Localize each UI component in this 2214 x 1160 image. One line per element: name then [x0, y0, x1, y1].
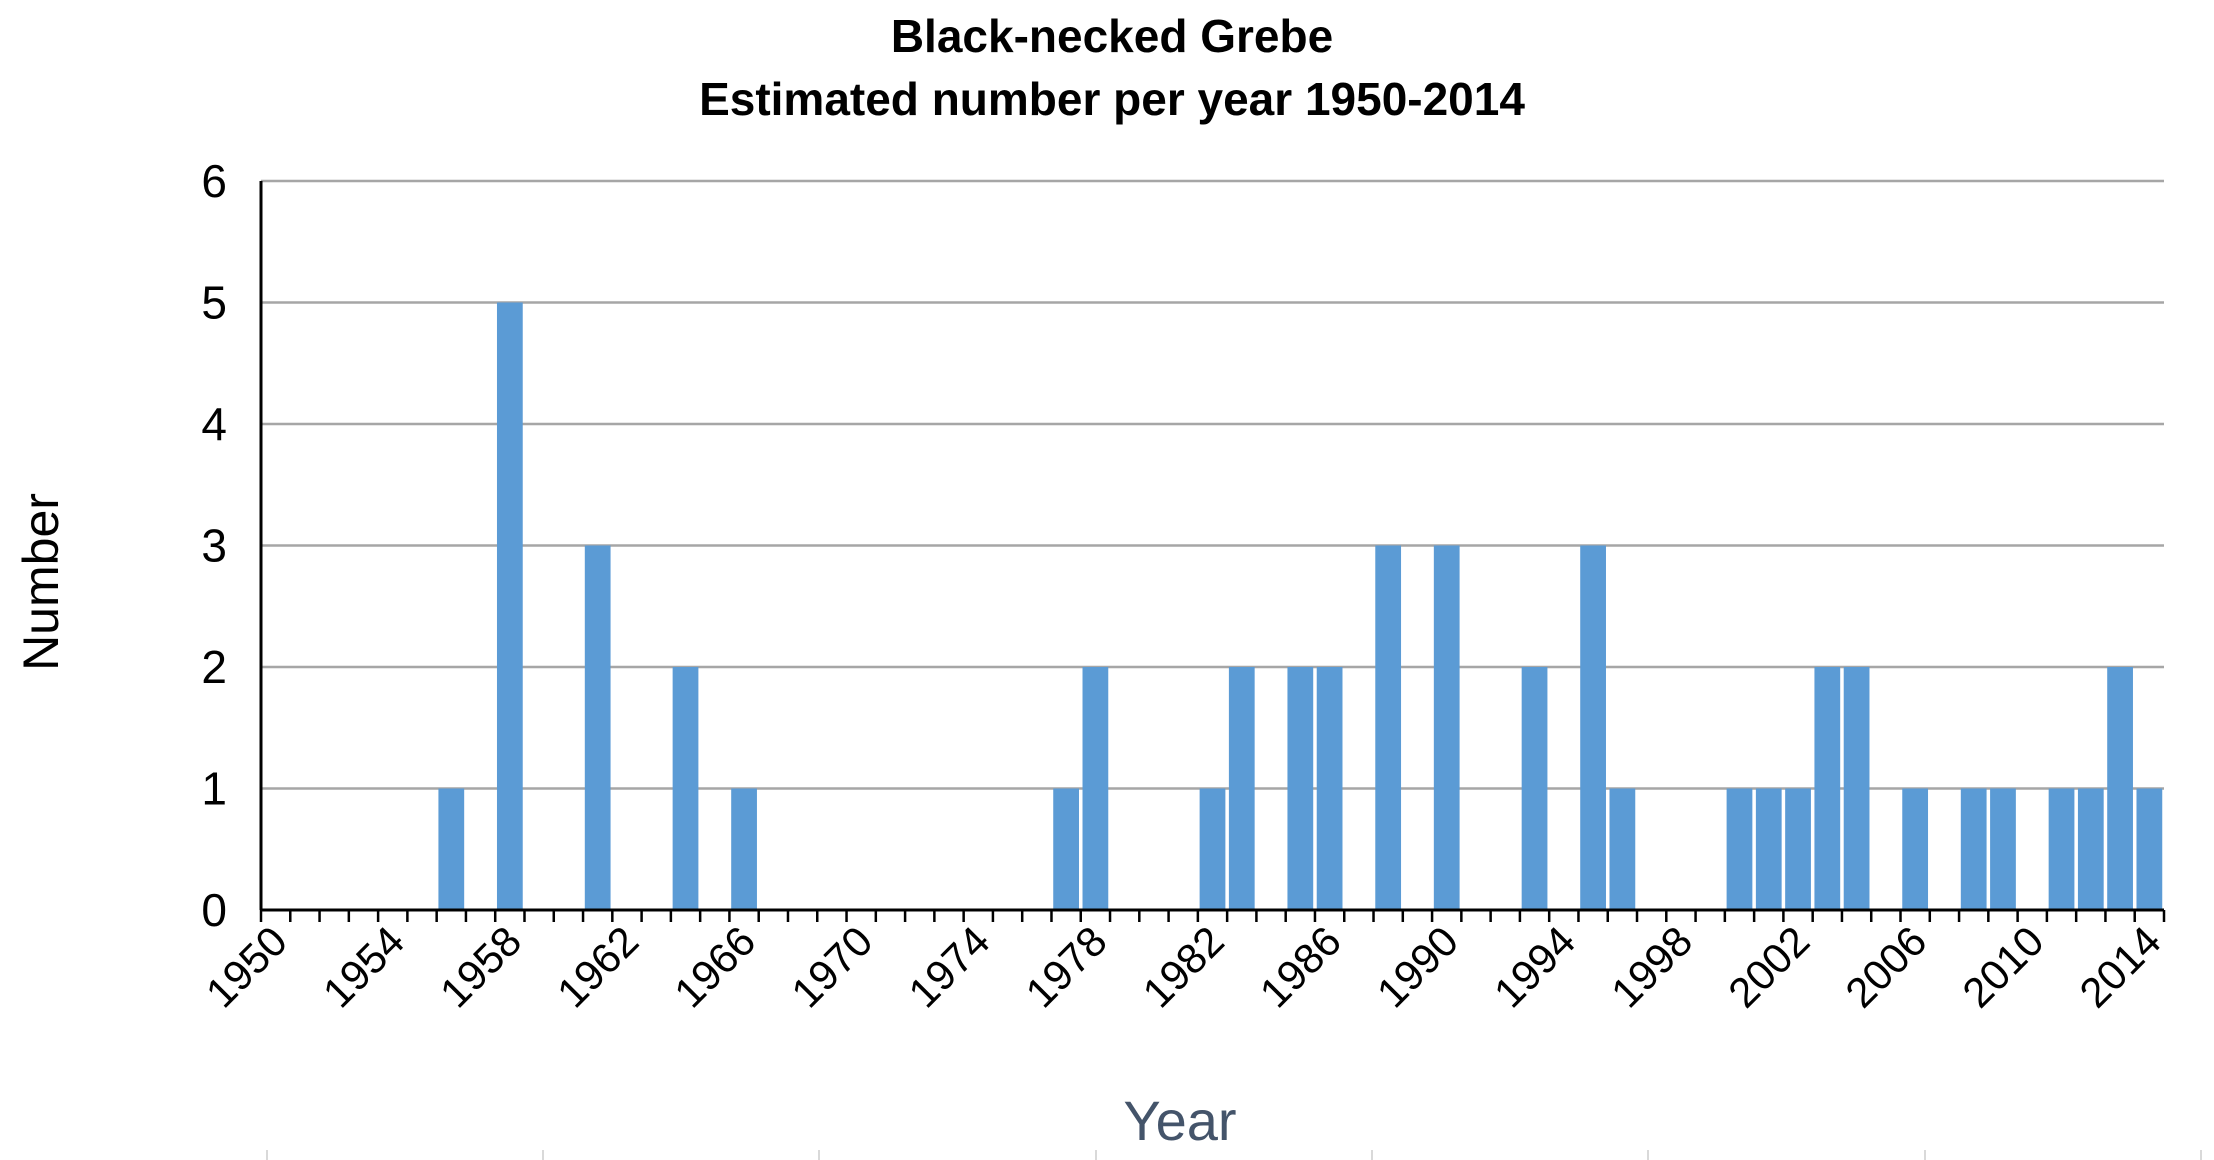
bar-1964 [672, 667, 699, 910]
chart-subtitle: Estimated number per year 1950-2014 [699, 73, 1525, 125]
x-tick-label: 1982 [1134, 917, 1233, 1016]
bar-1982 [1199, 788, 1226, 910]
y-tick-label: 6 [201, 155, 227, 207]
y-tick-label: 2 [201, 641, 227, 693]
x-axis-label: Year [1123, 1089, 1236, 1152]
bar-1978 [1082, 667, 1109, 910]
bar-2008 [1960, 788, 1987, 910]
x-tick-label: 1954 [314, 917, 413, 1016]
bar-2002 [1785, 788, 1811, 910]
y-axis-label: Number [13, 493, 69, 671]
x-tick-label: 2006 [1836, 917, 1935, 1016]
x-tick-label: 1974 [899, 917, 998, 1016]
bar-1961 [584, 545, 611, 910]
x-tick-label: 1966 [665, 917, 764, 1016]
x-tick-label: 1994 [1485, 917, 1584, 1016]
bar-1966 [731, 788, 757, 910]
bar-2004 [1843, 667, 1870, 910]
x-tick-label: 2010 [1953, 917, 2052, 1016]
bar-1990 [1433, 545, 1460, 910]
y-tick-label: 4 [201, 398, 227, 450]
bars [438, 302, 2163, 910]
y-tick-label: 3 [201, 520, 227, 572]
y-tick-label: 0 [201, 884, 227, 936]
y-tick-labels: 0 1 2 3 4 5 6 [201, 155, 227, 936]
x-tick-label: 1998 [1602, 917, 1701, 1016]
bottom-divider-ticks [266, 1150, 2202, 1160]
bar-2000 [1726, 788, 1753, 910]
bar-2006 [1902, 788, 1929, 910]
bar-1988 [1375, 545, 1402, 910]
bar-1996 [1609, 788, 1636, 910]
y-tick-label: 1 [201, 763, 227, 815]
x-tick-label: 1970 [782, 917, 881, 1016]
bar-2009 [1990, 788, 2016, 910]
bar-1995 [1580, 545, 1606, 910]
chart-title: Black-necked Grebe [891, 10, 1333, 62]
y-tick-label: 5 [201, 277, 227, 329]
x-tick-label: 2014 [2070, 917, 2169, 1016]
x-tick-label: 1978 [1016, 917, 1115, 1016]
bar-1958 [496, 302, 523, 910]
bar-1993 [1521, 667, 1548, 910]
bar-2012 [2077, 788, 2104, 910]
x-tick-label: 1962 [548, 917, 647, 1016]
bar-1985 [1287, 667, 1314, 910]
bar-2014 [2136, 788, 2163, 910]
bar-2013 [2107, 667, 2133, 910]
x-tick-label: 1986 [1251, 917, 1350, 1016]
bar-1956 [438, 788, 465, 910]
x-tick-labels: 1950 1954 1958 1962 1966 1970 1974 1978 1982 1986… [197, 917, 2170, 1016]
bar-2001 [1755, 788, 1782, 910]
axes [259, 181, 2166, 922]
x-tick-label: 1990 [1368, 917, 1467, 1016]
bar-1977 [1053, 788, 1079, 910]
bar-1986 [1316, 667, 1343, 910]
x-tick-label: 2002 [1719, 917, 1818, 1016]
bar-1983 [1228, 667, 1255, 910]
gridlines [261, 179, 2164, 790]
bar-2011 [2048, 788, 2075, 910]
bar-2003 [1814, 667, 1841, 910]
x-tick-label: 1958 [431, 917, 530, 1016]
